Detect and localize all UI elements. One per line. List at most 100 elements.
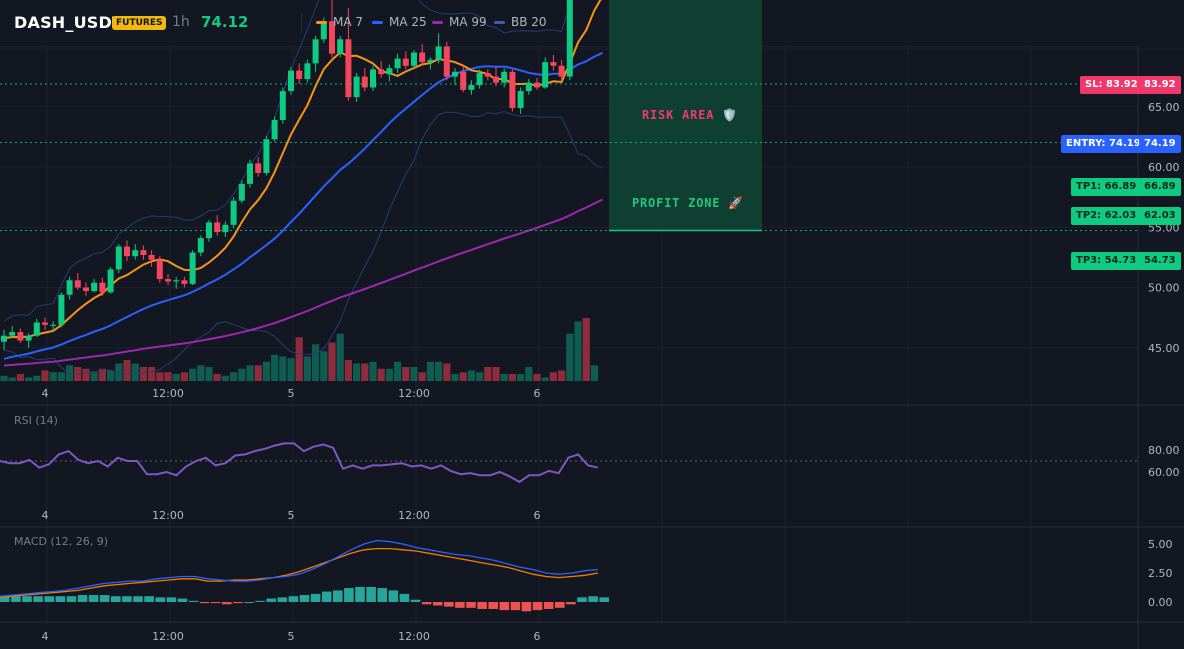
candle-body (214, 222, 221, 233)
macd-histogram-bar (155, 597, 165, 602)
candle-body (197, 238, 204, 253)
candle-body (566, 0, 573, 77)
time-axis-label: 5 (288, 387, 295, 400)
macd-histogram-bar (277, 597, 288, 602)
legend-swatch-bb20 (494, 20, 505, 24)
macd-histogram-bar (255, 600, 265, 602)
legend-ma25[interactable]: MA 25 (372, 15, 427, 29)
candle-body (165, 279, 171, 282)
macd-histogram-bar (577, 597, 587, 602)
volume-bar (590, 365, 598, 381)
price-axis-label: 45.00 (1148, 342, 1180, 355)
macd-histogram-bar (210, 602, 221, 604)
volume-bar (492, 367, 500, 381)
volume-bar (558, 370, 566, 381)
volume-bar (213, 374, 221, 381)
candle-body (255, 163, 262, 174)
candle-body (83, 287, 89, 292)
legend-bb20[interactable]: BB 20 (494, 15, 547, 29)
volume-bar (57, 372, 65, 381)
time-axis-label: 6 (534, 630, 541, 643)
macd-histogram-bar (22, 596, 32, 602)
volume-bar (238, 368, 246, 381)
macd-panel-label: MACD (12, 26, 9) (14, 535, 109, 548)
macd-histogram-bar (244, 602, 254, 603)
legend-ma7[interactable]: MA 7 (316, 15, 363, 29)
candle-body (517, 91, 524, 108)
macd-histogram-bar (499, 602, 510, 611)
time-axis-label: 4 (42, 387, 49, 400)
candle-body (66, 280, 73, 295)
volume-bar (205, 367, 213, 381)
volume-bar (566, 333, 574, 381)
volume-bar (549, 372, 557, 381)
candle-body (427, 59, 434, 63)
macd-histogram-bar (488, 602, 498, 609)
volume-bar (410, 367, 418, 381)
macd-histogram-bar (388, 590, 399, 602)
candle-body (468, 85, 475, 90)
volume-bar (541, 377, 549, 381)
candle-body (42, 322, 48, 325)
legend-label-ma25: MA 25 (389, 15, 427, 29)
candle-body (296, 70, 303, 80)
volume-bar (33, 375, 41, 381)
macd-histogram-bar (166, 597, 177, 602)
volume-bar (574, 321, 582, 381)
candle-body (132, 250, 139, 257)
macd-histogram-bar (222, 602, 232, 605)
legend-label-ma99: MA 99 (449, 15, 487, 29)
macd-histogram-bar (510, 602, 521, 611)
candle-body (534, 82, 540, 88)
volume-bar (369, 361, 377, 381)
time-axis-label: 12:00 (152, 387, 184, 400)
candle-body (493, 76, 499, 83)
candle-body (50, 324, 57, 326)
tp2-tag[interactable]: TP2: 62.03 (1071, 207, 1142, 225)
candle-body (173, 280, 180, 282)
volume-bar (172, 374, 180, 381)
macd-line (0, 539, 599, 597)
candle-body (370, 69, 376, 88)
interval-label[interactable]: 1h (172, 14, 190, 30)
ma99-line (3, 198, 604, 367)
macd-histogram-bar (599, 597, 609, 602)
tp3-tag[interactable]: TP3: 54.73 (1071, 252, 1142, 270)
volume-bar (320, 351, 328, 381)
candle-body (206, 222, 212, 239)
macd-axis-label: 0.00 (1148, 596, 1173, 609)
time-axis-label: 12:00 (398, 509, 430, 522)
volume-bar (451, 374, 459, 381)
last-price: 74.12 (201, 13, 249, 31)
legend-ma99[interactable]: MA 99 (432, 15, 487, 29)
candle-body (353, 76, 360, 98)
volume-bar (500, 374, 508, 381)
tp2-axis-tag: 62.03 (1139, 207, 1181, 225)
header-divider (301, 13, 302, 33)
volume-bar (197, 365, 205, 381)
macd-histogram-bar (477, 602, 487, 609)
volume-bar (426, 361, 434, 381)
symbol-name[interactable]: DASH_USDT (14, 13, 124, 32)
candle-body (435, 46, 442, 60)
candle-body (140, 250, 147, 255)
volume-bar (295, 337, 303, 381)
macd-histogram-bar (77, 595, 88, 602)
sl-tag[interactable]: SL: 83.92 (1080, 76, 1143, 94)
macd-histogram-bar (355, 586, 365, 602)
volume-bar (148, 367, 156, 381)
ma25-line (3, 51, 604, 360)
macd-histogram-bar (55, 596, 66, 602)
tp1-tag[interactable]: TP1: 66.89 (1071, 178, 1142, 196)
candle-body (476, 73, 483, 86)
entry-tag[interactable]: ENTRY: 74.19 (1061, 135, 1146, 153)
volume-bar (180, 372, 188, 381)
candle-body (9, 332, 16, 336)
candle-body (115, 246, 122, 270)
macd-histogram-bar (0, 596, 10, 602)
legend-label-bb20: BB 20 (511, 15, 547, 29)
candle-body (329, 21, 335, 54)
macd-histogram-bar (111, 596, 121, 602)
candle-body (279, 91, 286, 121)
